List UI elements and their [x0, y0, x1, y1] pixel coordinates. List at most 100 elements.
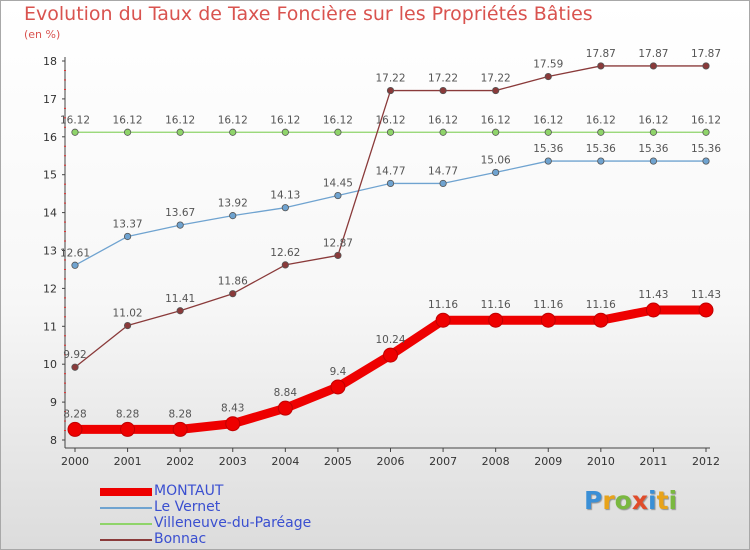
legend-swatch — [100, 523, 152, 525]
data-label: 11.16 — [481, 299, 511, 311]
data-point — [544, 72, 552, 81]
data-label: 12.87 — [323, 237, 353, 249]
data-label: 17.87 — [691, 48, 721, 60]
y-tick-label: 18 — [43, 55, 57, 68]
data-label: 14.77 — [428, 165, 458, 177]
data-point — [281, 261, 289, 269]
data-point — [330, 379, 346, 395]
data-point — [334, 128, 342, 136]
data-point — [544, 157, 552, 165]
data-point — [334, 251, 342, 260]
legend-label: Villeneuve-du-Paréage — [154, 515, 312, 531]
data-point — [229, 290, 237, 298]
data-label: 17.59 — [533, 59, 563, 71]
legend-label: Bonnac — [154, 531, 207, 547]
x-tick-label: 2010 — [587, 455, 615, 468]
data-label: 16.12 — [638, 114, 668, 126]
proxiti-logo: Proxiti — [584, 486, 677, 515]
data-point — [702, 128, 710, 136]
data-label: 11.86 — [218, 276, 248, 288]
legend-label: MONTAUT — [154, 483, 224, 499]
logo-letter: i — [668, 486, 678, 515]
data-point — [383, 347, 398, 363]
data-point — [492, 168, 500, 177]
data-point — [229, 212, 237, 220]
data-label: 12.61 — [60, 247, 90, 259]
data-label: 13.37 — [113, 218, 143, 230]
data-label: 17.22 — [375, 73, 405, 85]
data-point — [386, 179, 395, 188]
x-tick-label: 2002 — [166, 455, 194, 468]
data-label: 12.62 — [270, 247, 300, 259]
data-label: 10.24 — [375, 334, 405, 346]
chart-title: Evolution du Taux de Taxe Foncière sur l… — [24, 3, 593, 25]
logo-letter: t — [656, 486, 669, 515]
data-label: 16.12 — [323, 114, 353, 126]
data-point — [492, 128, 500, 136]
y-tick-label: 10 — [43, 358, 57, 371]
data-point — [67, 421, 83, 437]
data-label: 13.92 — [218, 198, 248, 210]
data-label: 8.28 — [168, 408, 191, 420]
data-point — [702, 157, 710, 165]
data-label: 17.22 — [428, 73, 458, 85]
x-tick-label: 2006 — [377, 455, 405, 468]
data-point — [123, 321, 132, 330]
data-label: 16.12 — [428, 114, 458, 126]
data-label: 9.4 — [330, 366, 347, 378]
data-label: 16.12 — [270, 114, 300, 126]
y-tick-label: 14 — [43, 207, 57, 220]
data-label: 11.43 — [638, 289, 668, 301]
data-label: 11.02 — [113, 308, 143, 320]
x-tick-label: 2000 — [61, 455, 89, 468]
x-tick-label: 2007 — [429, 455, 457, 468]
data-label: 13.67 — [165, 207, 195, 219]
y-tick-label: 12 — [43, 282, 57, 295]
data-point — [439, 128, 447, 136]
data-label: 11.16 — [533, 299, 563, 311]
data-label: 11.16 — [428, 299, 458, 311]
data-label: 11.16 — [586, 299, 616, 311]
data-point — [386, 86, 395, 95]
data-label: 16.12 — [533, 114, 563, 126]
logo-letter: x — [631, 486, 648, 515]
legend-swatch — [100, 488, 152, 496]
data-label: 14.13 — [270, 190, 300, 202]
x-tick-label: 2008 — [482, 455, 510, 468]
legend-label: Le Vernet — [154, 499, 221, 515]
data-point — [229, 128, 237, 136]
data-point — [435, 312, 451, 328]
data-point — [225, 416, 241, 432]
logo-letter: o — [614, 486, 632, 515]
data-label: 15.36 — [691, 143, 721, 155]
data-point — [71, 261, 79, 269]
data-point — [176, 128, 184, 136]
data-point — [597, 62, 605, 70]
data-point — [277, 400, 293, 416]
x-tick-label: 2012 — [692, 455, 720, 468]
data-label: 15.36 — [586, 143, 616, 155]
data-label: 16.12 — [375, 114, 405, 126]
data-label: 15.36 — [533, 143, 563, 155]
x-tick-label: 2011 — [639, 455, 667, 468]
data-label: 16.12 — [218, 114, 248, 126]
data-point — [281, 128, 289, 136]
data-label: 17.22 — [481, 73, 511, 85]
data-point — [123, 128, 132, 136]
data-point — [71, 128, 79, 136]
data-point — [649, 157, 658, 165]
data-point — [492, 86, 500, 95]
y-tick-label: 16 — [43, 131, 57, 144]
data-label: 14.77 — [375, 165, 405, 177]
data-label: 16.12 — [481, 114, 511, 126]
data-label: 15.36 — [638, 143, 668, 155]
data-point — [386, 128, 395, 136]
data-label: 16.12 — [165, 114, 195, 126]
data-label: 14.45 — [323, 178, 353, 190]
x-tick-label: 2005 — [324, 455, 352, 468]
unit-label: (en %) — [24, 28, 61, 41]
data-point — [593, 312, 609, 328]
data-label: 17.87 — [638, 48, 668, 60]
